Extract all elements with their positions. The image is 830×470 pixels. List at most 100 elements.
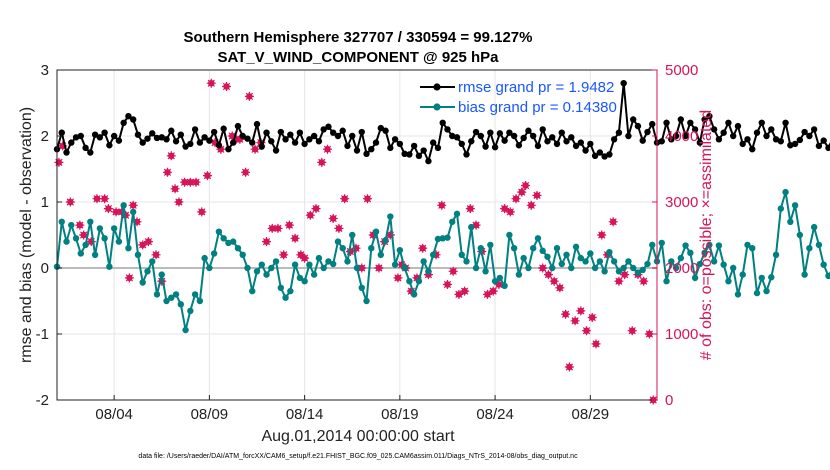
rmse-point — [606, 151, 613, 158]
bias-point — [768, 274, 775, 281]
bias-point — [501, 282, 508, 290]
rmse-point — [649, 120, 656, 128]
rmse-point — [615, 129, 623, 136]
bias-point — [496, 274, 504, 282]
rmse-point — [115, 137, 123, 144]
bias-point — [544, 253, 551, 260]
rmse-point — [244, 135, 251, 142]
bias-point — [101, 235, 108, 242]
bias-point — [229, 238, 237, 245]
rmse-point — [268, 138, 275, 145]
obs-count-point-cross — [311, 204, 321, 214]
bias-point — [701, 249, 708, 257]
rmse-point — [777, 138, 785, 145]
rmse-point — [82, 144, 89, 152]
bias-point — [344, 258, 351, 265]
obs-count-point-cross — [555, 283, 565, 293]
axes: 08/04 08/09 08/14 08/19 08/24 08/29 -2 -1 0 1 2 3 0 1… — [36, 62, 699, 423]
rmse-point — [677, 116, 685, 123]
bias-point — [396, 246, 404, 254]
obs-count-point — [284, 220, 294, 230]
bias-point — [629, 264, 637, 272]
obs-count-point — [180, 177, 190, 187]
rmse-point — [596, 149, 604, 156]
obs-count-point-cross — [351, 243, 361, 253]
bias-point — [529, 245, 537, 252]
rmse-point — [149, 130, 156, 137]
bias-point — [268, 264, 275, 272]
footer-data-file: data file: /Users/raeder/DAI/ATM_forcXX/… — [138, 453, 578, 460]
obs-count-point — [250, 144, 260, 154]
obs-count-point-cross — [644, 329, 654, 339]
obs-count-point-cross — [500, 204, 510, 214]
bias-point — [406, 278, 413, 285]
rmse-point — [453, 134, 461, 141]
obs-count-point — [587, 313, 597, 322]
obs-count-point-cross — [448, 266, 458, 276]
rmse-point — [701, 116, 708, 123]
rmse-point — [68, 139, 75, 146]
x-axis-label: Aug.01,2014 00:00:00 start — [261, 428, 455, 445]
bias-point — [825, 272, 830, 280]
bias-point — [601, 268, 608, 275]
rmse-point — [129, 116, 137, 123]
rmse-point — [396, 140, 404, 148]
rmse-point — [668, 136, 675, 143]
bias-point — [663, 278, 670, 285]
bias-point — [234, 245, 242, 252]
obs-count-point — [448, 266, 458, 276]
obs-count-point-cross — [185, 177, 195, 187]
obs-count-point — [555, 283, 565, 293]
obs-count-point-cross — [58, 141, 68, 151]
obs-count-point-cross — [170, 184, 180, 194]
bias-point — [153, 291, 161, 298]
bias-point — [649, 241, 656, 249]
rmse-point — [410, 142, 418, 150]
obs-count-point — [357, 263, 367, 273]
obs-count-point-cross — [582, 326, 592, 336]
obs-count-point — [322, 144, 332, 154]
rmse-point — [272, 147, 280, 154]
rmse-point — [101, 129, 108, 136]
y-tick-label: 2 — [41, 128, 49, 145]
obs-count-point — [79, 230, 89, 240]
bias-point — [782, 188, 789, 196]
obs-count-point-cross — [532, 190, 542, 200]
bias-point — [615, 268, 623, 275]
rmse-point — [258, 143, 265, 150]
bias-point — [391, 261, 399, 268]
y-axis-right-label: # of obs: o=possible; ×=assimilated — [698, 110, 715, 360]
obs-count-point — [521, 181, 531, 190]
bias-point — [744, 241, 751, 249]
bias-point — [410, 291, 418, 298]
bias-point — [644, 260, 651, 268]
obs-count-point-cross — [157, 276, 167, 286]
rmse-point — [187, 140, 194, 148]
bias-point — [291, 261, 299, 268]
obs-count-point — [202, 171, 212, 181]
obs-count-point — [222, 82, 232, 91]
y-right-tick-label: 5000 — [665, 62, 698, 79]
obs-count-point — [170, 184, 180, 194]
rmse-point — [796, 136, 804, 144]
bias-point — [658, 239, 665, 247]
obs-count-point-cross — [538, 263, 548, 273]
rmse-point — [663, 119, 670, 127]
rmse-point — [791, 140, 799, 148]
rmse-point — [91, 131, 99, 138]
bias-point — [263, 271, 270, 278]
rmse-point — [220, 125, 227, 132]
obs-count-point — [328, 214, 338, 223]
obs-count-point — [627, 326, 637, 336]
obs-count-point-cross — [397, 260, 407, 270]
rmse-point — [429, 139, 437, 146]
obs-count-point-cross — [639, 276, 649, 286]
bias-point — [477, 245, 485, 252]
rmse-point — [687, 119, 694, 127]
bias-point — [134, 251, 142, 258]
bias-point — [206, 264, 213, 272]
obs-count-point-cross — [412, 273, 422, 283]
rmse-point — [801, 128, 808, 136]
obs-count-point-cross — [132, 217, 142, 227]
bias-point — [787, 218, 794, 225]
